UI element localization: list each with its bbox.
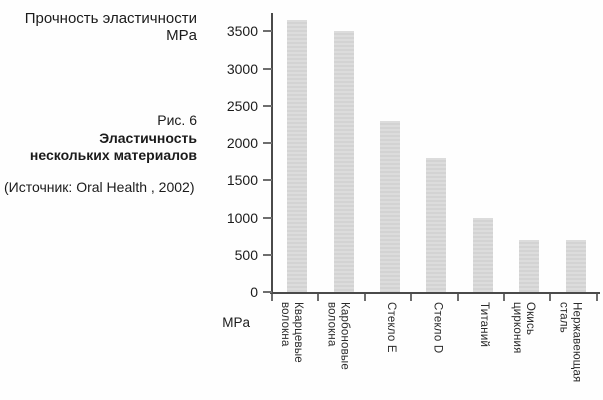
caption-line2: нескольких материалов — [29, 147, 197, 163]
y-tick — [263, 291, 272, 293]
y-tick-label: 2000 — [226, 135, 258, 151]
x-category-label: Карбоновые волокна — [325, 302, 351, 370]
y-tick-label: 1500 — [226, 172, 258, 189]
bar — [333, 31, 354, 292]
caption-line1: Эластичность — [99, 129, 197, 146]
x-tick — [271, 294, 273, 301]
chart-title: Прочность эластичности MPa — [0, 10, 197, 44]
y-tick-label: 0 — [250, 284, 258, 300]
y-tick — [263, 253, 272, 256]
x-tick — [595, 294, 598, 301]
figure-label: Рис. 6 — [157, 112, 197, 128]
x-tick — [317, 294, 320, 301]
bar — [380, 120, 400, 292]
x-category-label: Стекло E — [385, 302, 397, 353]
x-category-label: Титаний — [477, 302, 490, 348]
y-axis-line — [271, 13, 273, 294]
y-tick-label: 1000 — [226, 209, 258, 226]
source-note: (Источник: Oral Health , 2002) — [4, 179, 195, 195]
bar — [519, 239, 540, 292]
y-tick-label: 500 — [234, 246, 258, 263]
x-category-label: Стекло D — [431, 302, 444, 354]
x-tick — [410, 294, 413, 301]
x-category-label: Окись циркония — [510, 302, 537, 354]
bar — [287, 20, 308, 292]
y-tick — [263, 179, 272, 182]
y-tick — [263, 142, 272, 144]
y-tick — [263, 216, 272, 219]
y-tick-label: 3000 — [226, 60, 258, 77]
chart-title-line1: Прочность эластичности — [24, 10, 197, 27]
x-category-label: Нержавеющая сталь — [557, 302, 583, 383]
y-tick — [263, 104, 272, 107]
x-category-label: Кварцевые волокна — [278, 302, 305, 363]
x-axis-line — [270, 292, 600, 294]
x-tick — [363, 294, 366, 301]
y-tick-label: 3500 — [226, 23, 258, 40]
bar — [472, 217, 493, 292]
y-tick — [263, 67, 272, 70]
bar — [565, 239, 586, 292]
x-tick — [456, 294, 459, 301]
chart-title-unit: MPa — [166, 27, 197, 44]
y-tick-label: 2500 — [226, 97, 258, 114]
y-tick — [263, 30, 272, 33]
bar — [426, 157, 447, 292]
figure-caption: Рис. 6 Эластичность нескольких материало… — [0, 112, 197, 165]
x-axis-unit-label: MPa — [222, 315, 250, 330]
x-tick — [549, 294, 552, 301]
x-tick — [503, 294, 505, 301]
